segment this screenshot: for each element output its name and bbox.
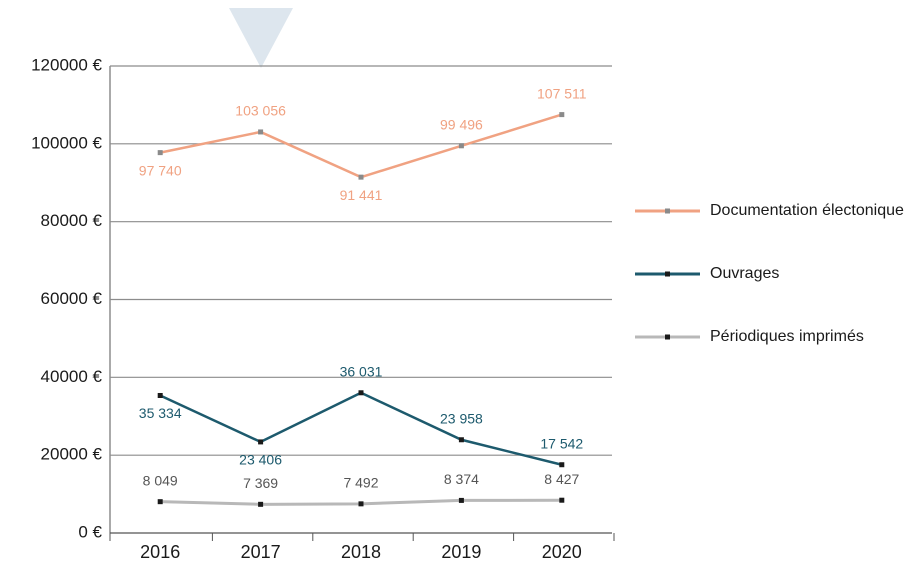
point-marker [258,439,264,445]
y-tick-label: 20000 € [41,445,103,464]
data-label: 8 049 [143,472,178,488]
legend-label: Périodiques imprimés [710,328,864,345]
y-tick-label: 40000 € [41,367,103,386]
x-tick-label: 2018 [341,542,381,562]
data-label: 7 492 [343,475,378,491]
data-label: 103 056 [235,103,286,119]
x-tick-label: 2019 [441,542,481,562]
y-tick-label: 0 € [78,522,102,541]
legend-label: Ouvrages [710,265,779,282]
data-label: 91 441 [340,187,383,203]
data-label: 17 542 [540,435,583,451]
data-label: 23 958 [440,410,483,426]
legend-marker [665,334,670,340]
point-marker [358,501,364,507]
y-tick-label: 120000 € [31,55,102,74]
point-marker [358,390,364,396]
x-tick-label: 2020 [542,542,582,562]
point-marker [559,497,565,503]
data-label: 99 496 [440,116,483,132]
data-label: 97 740 [139,162,182,178]
point-marker [458,143,464,149]
y-tick-label: 80000 € [41,211,103,230]
legend-marker [665,271,670,277]
y-tick-label: 100000 € [31,133,102,152]
point-marker [258,501,264,507]
point-marker [157,150,163,156]
series-line [159,113,563,179]
point-marker [458,437,464,443]
legend-label: Documentation électonique [710,202,904,219]
data-label: 7 369 [243,475,278,491]
legend-marker [665,208,670,214]
point-marker [559,112,565,118]
point-marker [559,462,565,468]
point-marker [157,499,163,505]
data-label: 36 031 [340,363,383,379]
data-label: 107 511 [537,85,587,101]
series-line [159,391,563,466]
y-tick-label: 60000 € [41,289,103,308]
decoration [229,8,293,68]
point-marker [458,497,464,503]
data-label: 23 406 [239,452,282,468]
x-tick-label: 2017 [241,542,281,562]
point-marker [157,392,163,398]
point-marker [258,129,264,135]
data-label: 8 374 [444,471,479,487]
x-tick-label: 2016 [140,542,180,562]
data-label: 8 427 [544,471,579,487]
data-label: 35 334 [139,405,182,421]
point-marker [358,174,364,180]
